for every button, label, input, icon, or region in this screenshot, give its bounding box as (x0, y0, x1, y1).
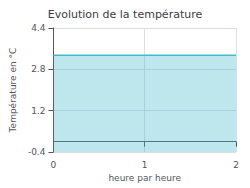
svg-text:0: 0 (51, 160, 57, 170)
svg-text:-0.4: -0.4 (28, 147, 46, 157)
svg-text:heure par heure: heure par heure (108, 173, 181, 183)
svg-text:1: 1 (142, 160, 148, 170)
svg-text:4.4: 4.4 (31, 23, 46, 33)
svg-text:Température en °C: Température en °C (8, 48, 18, 134)
svg-text:2.8: 2.8 (31, 64, 46, 74)
svg-text:2: 2 (233, 160, 239, 170)
svg-text:Evolution de la température: Evolution de la température (48, 8, 203, 21)
svg-text:1.2: 1.2 (31, 106, 45, 116)
